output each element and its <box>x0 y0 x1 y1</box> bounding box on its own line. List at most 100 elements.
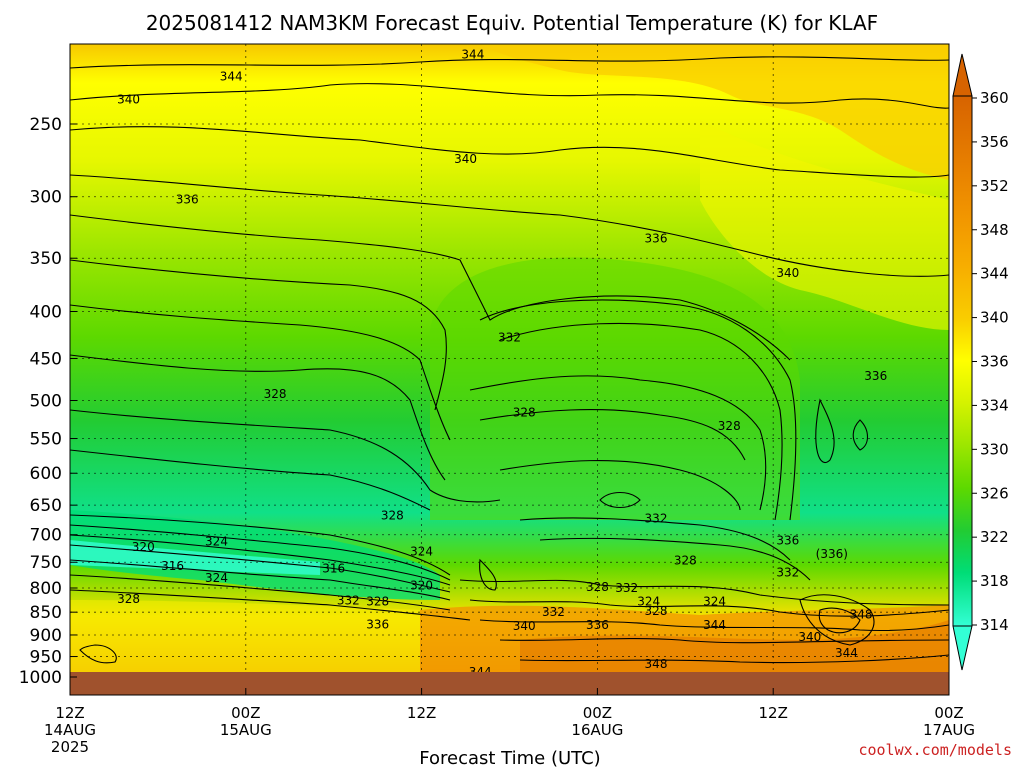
x-tick-label: 12Z <box>759 704 788 722</box>
y-axis: 250 300 350 400 450 500 550 600 650 700 750 800 850 9… <box>19 115 77 688</box>
lower-left-yellow <box>70 600 420 672</box>
contour-label: 328 <box>718 419 741 433</box>
credit-text: coolwx.com/models <box>858 741 1012 759</box>
y-tick-label: 600 <box>30 464 62 484</box>
surface-dark-orange <box>520 620 949 672</box>
colorbar-bottom-triangle <box>952 625 973 671</box>
contour-label: 336 <box>645 231 668 245</box>
contour-label: 324 <box>703 595 726 609</box>
y-tick-label: 300 <box>30 188 62 208</box>
plot-frame <box>69 43 950 696</box>
contour-label: 336 <box>366 618 389 632</box>
colorbar-tick-label: 340 <box>980 309 1009 327</box>
colorbar: 360 356 352 348 344 340 336 334 330 326 322 318 314 <box>952 53 1009 671</box>
contour-label: 332 <box>645 511 668 525</box>
contour-label: 328 <box>117 592 140 606</box>
y-tick-label: 700 <box>30 526 62 546</box>
y-tick-label: 400 <box>30 302 62 322</box>
mid-green-dome <box>430 257 800 520</box>
contour-label: 328 <box>381 508 404 522</box>
colorbar-tick-label: 318 <box>980 572 1009 590</box>
contour-label: 324 <box>637 595 660 609</box>
contour-label: 340 <box>513 619 536 633</box>
y-tick-label: 800 <box>30 579 62 599</box>
colorbar-tick-label: 356 <box>980 133 1009 151</box>
contour-label: 328 <box>366 595 389 609</box>
colorbar-tick-label: 352 <box>980 177 1009 195</box>
contour-label: 328 <box>645 604 668 618</box>
contour-label: 332 <box>542 605 565 619</box>
contour-label: 324 <box>205 535 228 549</box>
ground-band <box>70 672 949 695</box>
x-tick-label: 00Z <box>583 704 612 722</box>
contour-label: 340 <box>454 152 477 166</box>
colorbar-tick-label: 322 <box>980 528 1009 546</box>
x-axis-label: Forecast Time (UTC) <box>419 748 600 768</box>
contour-label: (336) <box>816 547 848 561</box>
colorbar-tick-label: 344 <box>980 265 1009 283</box>
chart-title: 2025081412 NAM3KM Forecast Equiv. Potent… <box>146 11 878 35</box>
colorbar-tick-label: 334 <box>980 396 1009 414</box>
colorbar-tick-label: 360 <box>980 89 1009 107</box>
contour-label: 328 <box>674 554 697 568</box>
x-tick-label: 15AUG <box>220 721 272 739</box>
contour-label: 336 <box>864 369 887 383</box>
x-tick-label: 16AUG <box>571 721 623 739</box>
x-tick-label: 17AUG <box>923 721 975 739</box>
y-tick-label: 900 <box>30 626 62 646</box>
contour-label: 316 <box>161 559 184 573</box>
x-tick-label: 14AUG <box>44 721 96 739</box>
colorbar-tick-label: 326 <box>980 484 1009 502</box>
y-tick-label: 650 <box>30 496 62 516</box>
contour-label: 348 <box>850 608 873 622</box>
colorbar-tick-label: 336 <box>980 353 1009 371</box>
y-tick-label: 1000 <box>19 668 62 688</box>
contour-label: 328 <box>264 387 287 401</box>
y-tick-label: 500 <box>30 392 62 412</box>
upper-right-yellow <box>700 120 949 330</box>
contour-label: 332 <box>615 581 638 595</box>
y-tick-label: 750 <box>30 553 62 573</box>
colorbar-tick-label: 330 <box>980 440 1009 458</box>
contour-label: 328 <box>513 405 536 419</box>
upper-orange-region <box>480 44 949 180</box>
colorbar-tick-label: 314 <box>980 616 1009 634</box>
contour-label: 348 <box>645 657 668 671</box>
contour-label: 332 <box>498 331 521 345</box>
x-tick-label: 2025 <box>51 738 89 756</box>
y-tick-label: 350 <box>30 249 62 269</box>
contour-label: 324 <box>205 571 228 585</box>
y-tick-label: 450 <box>30 349 62 369</box>
contour-label: 344 <box>220 70 243 84</box>
contour-label: 316 <box>322 562 345 576</box>
colorbar-top-triangle <box>952 53 973 97</box>
contour-label: 332 <box>776 566 799 580</box>
contour-label: 332 <box>337 593 360 607</box>
colorbar-body <box>952 95 973 627</box>
contour-label: 320 <box>132 540 155 554</box>
contour-label: 336 <box>176 192 199 206</box>
contour-label: 328 <box>586 580 609 594</box>
contour-label: 344 <box>703 618 726 632</box>
y-tick-label: 550 <box>30 430 62 450</box>
x-tick-label: 00Z <box>934 704 963 722</box>
colorbar-tick-label: 348 <box>980 221 1009 239</box>
contour-label: 340 <box>798 630 821 644</box>
y-tick-label: 850 <box>30 603 62 623</box>
x-tick-label: 00Z <box>231 704 260 722</box>
y-tick-label: 950 <box>30 648 62 668</box>
contour-label: 340 <box>776 266 799 280</box>
contour-label: 324 <box>410 544 433 558</box>
y-tick-label: 250 <box>30 115 62 135</box>
contour-label: 336 <box>586 618 609 632</box>
contour-label: 340 <box>117 92 140 106</box>
gridlines <box>70 44 949 695</box>
contour-label: 336 <box>776 533 799 547</box>
contour-label: 344 <box>461 47 484 61</box>
colorbar-ticks: 360 356 352 348 344 340 336 334 330 326 322 318 314 <box>972 89 1009 634</box>
x-tick-label: 12Z <box>407 704 436 722</box>
